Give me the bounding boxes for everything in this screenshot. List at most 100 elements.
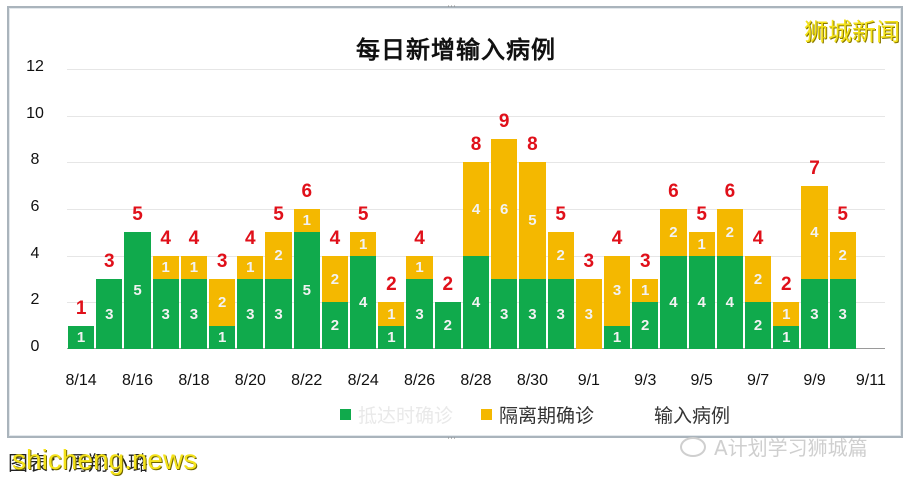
x-tick-label: 8/14	[65, 372, 97, 389]
chart-title: 每日新增输入病例	[356, 36, 556, 64]
segment-quarantine: 2	[321, 255, 349, 303]
segment-quarantine: 2	[660, 209, 687, 256]
legend-swatch-green-icon	[340, 408, 351, 420]
brand-logo: 狮城新闻	[804, 18, 900, 46]
y-tick-label: 2	[30, 291, 40, 309]
total-label: 4	[245, 227, 256, 249]
gridline	[67, 115, 885, 117]
x-tick-label: 9/3	[634, 372, 657, 389]
resize-handle-bottom[interactable]: ⋯	[447, 434, 456, 444]
segment-arrival: 2	[632, 302, 659, 349]
total-label: 4	[414, 227, 425, 249]
total-label: 5	[132, 204, 143, 226]
segment-quarantine: 2	[547, 232, 574, 279]
segment-arrival: 3	[519, 279, 546, 349]
segment-arrival: 3	[491, 279, 518, 349]
segment-arrival: 4	[688, 255, 715, 349]
x-tick-label: 8/26	[404, 372, 436, 389]
segment-quarantine: 2	[829, 232, 856, 279]
gridline	[67, 69, 885, 70]
segment-arrival: 1	[378, 325, 405, 349]
segment-quarantine: 1	[688, 232, 715, 256]
segment-arrival: 3	[547, 279, 574, 349]
total-label: 5	[696, 204, 707, 226]
resize-handle-top[interactable]: ⋯	[447, 2, 456, 12]
segment-quarantine: 1	[237, 255, 264, 279]
legend-label: 隔离期确诊	[499, 404, 595, 427]
segment-quarantine: 5	[519, 162, 546, 279]
segment-quarantine: 1	[632, 279, 659, 303]
total-label: 8	[470, 134, 482, 156]
x-tick-label: 8/28	[460, 372, 492, 389]
y-tick-label: 0	[30, 338, 40, 355]
total-label: 3	[104, 251, 115, 272]
segment-quarantine: 6	[491, 139, 518, 279]
legend-item-quarantine: 隔离期确诊	[481, 401, 594, 428]
segment-quarantine: 1	[378, 302, 405, 326]
figure-caption: 图表：周翔小璐	[8, 451, 148, 475]
segment-arrival: 4	[462, 255, 490, 349]
segment-arrival: 4	[350, 255, 377, 349]
segment-quarantine: 4	[462, 162, 490, 256]
legend-item-total: 输入病例	[654, 401, 730, 428]
segment-quarantine: 1	[350, 232, 377, 256]
total-label: 6	[668, 181, 679, 202]
watermark-text: A计划学习狮城篇	[714, 436, 868, 460]
legend-item-arrival: 抵达时确诊	[340, 401, 453, 428]
segment-quarantine: 1	[293, 209, 320, 233]
segment-quarantine: 1	[152, 255, 179, 279]
x-tick-label: 8/24	[347, 372, 379, 389]
total-label: 5	[837, 204, 848, 226]
segment-quarantine: 2	[209, 279, 236, 326]
segment-arrival: 2	[434, 302, 461, 349]
x-tick-label: 8/20	[234, 372, 266, 389]
total-label: 4	[329, 227, 341, 249]
total-label: 7	[809, 157, 820, 179]
total-label: 8	[527, 134, 538, 156]
legend-label: 输入病例	[654, 404, 731, 427]
segment-quarantine: 2	[716, 209, 743, 256]
total-label: 3	[583, 251, 595, 272]
segment-arrival: 1	[68, 325, 95, 349]
y-tick-label: 4	[30, 244, 40, 262]
x-tick-label: 8/18	[178, 372, 210, 389]
segment-arrival: 3	[265, 279, 292, 349]
segment-arrival: 1	[773, 325, 800, 349]
total-label: 3	[639, 251, 651, 272]
segment-quarantine: 2	[265, 232, 292, 279]
total-label: 1	[75, 297, 87, 319]
segment-quarantine: 3	[575, 279, 602, 349]
wechat-icon	[680, 436, 706, 457]
total-label: 5	[555, 204, 566, 226]
total-label: 4	[752, 227, 764, 249]
